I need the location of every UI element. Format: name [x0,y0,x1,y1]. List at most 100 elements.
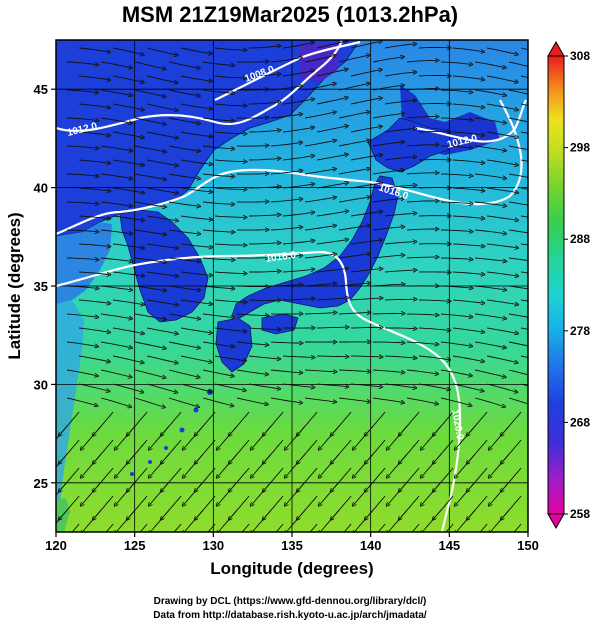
streamline [56,481,68,496]
colorbar-tick-label: 258 [570,507,590,521]
streamline [181,187,211,192]
streamline [207,523,216,532]
streamline [67,89,97,93]
streamline [169,173,199,179]
streamline [453,243,483,246]
y-tick-label: 45 [34,82,48,97]
x-tick-label: 120 [45,538,67,553]
streamline [373,227,403,231]
streamline [283,128,313,133]
streamline [203,369,232,376]
streamline [407,397,437,404]
streamline [351,155,381,161]
streamline [113,215,143,220]
streamline [79,215,109,219]
streamline [203,201,233,204]
streamline [113,355,142,363]
streamline [407,257,437,258]
streamline [373,313,403,314]
streamline [521,103,528,106]
streamline [354,509,374,532]
streamline [354,453,374,477]
streamline [475,229,505,234]
streamline [487,215,517,220]
streamline [237,369,267,374]
streamline [252,481,272,505]
streamline [237,341,267,345]
isobar-1016 [56,99,523,236]
streamline [407,60,437,62]
streamline [320,453,340,477]
streamline [419,300,449,301]
streamline [237,314,267,316]
streamline [419,48,449,49]
x-tick-label: 145 [438,538,460,553]
streamline [113,187,143,193]
streamline [215,327,245,331]
streamline [215,383,244,390]
streamline [181,47,211,53]
streamline [373,85,403,91]
streamline [407,145,437,146]
streamline [101,369,130,377]
streamline [249,355,279,359]
streamline [147,103,176,110]
streamline [271,256,301,259]
streamline [351,327,381,328]
streamline [487,159,517,165]
streamline [203,117,233,121]
streamline [169,89,199,96]
x-tick-label: 125 [124,538,146,553]
streamline [487,103,516,110]
streamline [79,187,109,191]
streamline [407,89,437,91]
streamline [146,383,176,392]
streamline [385,100,415,105]
streamline [237,174,267,175]
streamline [453,103,483,107]
streamline [487,243,517,248]
streamline [147,75,176,83]
streamline [445,523,454,532]
streamline [521,355,528,359]
streamline [249,102,279,104]
streamline [169,257,199,262]
streamline [67,313,97,317]
streamline [271,86,301,91]
streamline [407,117,437,118]
streamline [441,397,470,405]
streamline [113,131,143,137]
streamline [509,117,528,123]
streamline [116,481,136,505]
streamline [521,159,528,162]
streamline [101,89,131,95]
streamline [509,173,528,178]
y-tick-label: 35 [34,279,48,294]
streamline [320,481,340,505]
streamline [184,425,204,449]
streamline [283,156,313,161]
contour-label: 1020.0 [449,409,465,441]
streamline [237,61,267,62]
streamline [82,425,102,449]
streamline [147,355,176,363]
streamline [317,383,347,387]
streamline [283,99,313,105]
x-axis: 120 125 130 135 140 145 150 [45,532,539,553]
streamline [100,397,130,407]
streamline [385,44,415,49]
streamline [218,481,238,505]
streamline [202,397,232,406]
streamline [339,370,369,372]
streamline [134,397,164,407]
streamline [184,481,204,505]
streamline [385,270,415,273]
streamline [283,184,313,189]
streamline [169,201,199,206]
streamline [388,509,408,532]
streamline [373,369,403,372]
streamline [101,341,131,348]
streamline [249,383,279,389]
streamline [67,230,97,232]
